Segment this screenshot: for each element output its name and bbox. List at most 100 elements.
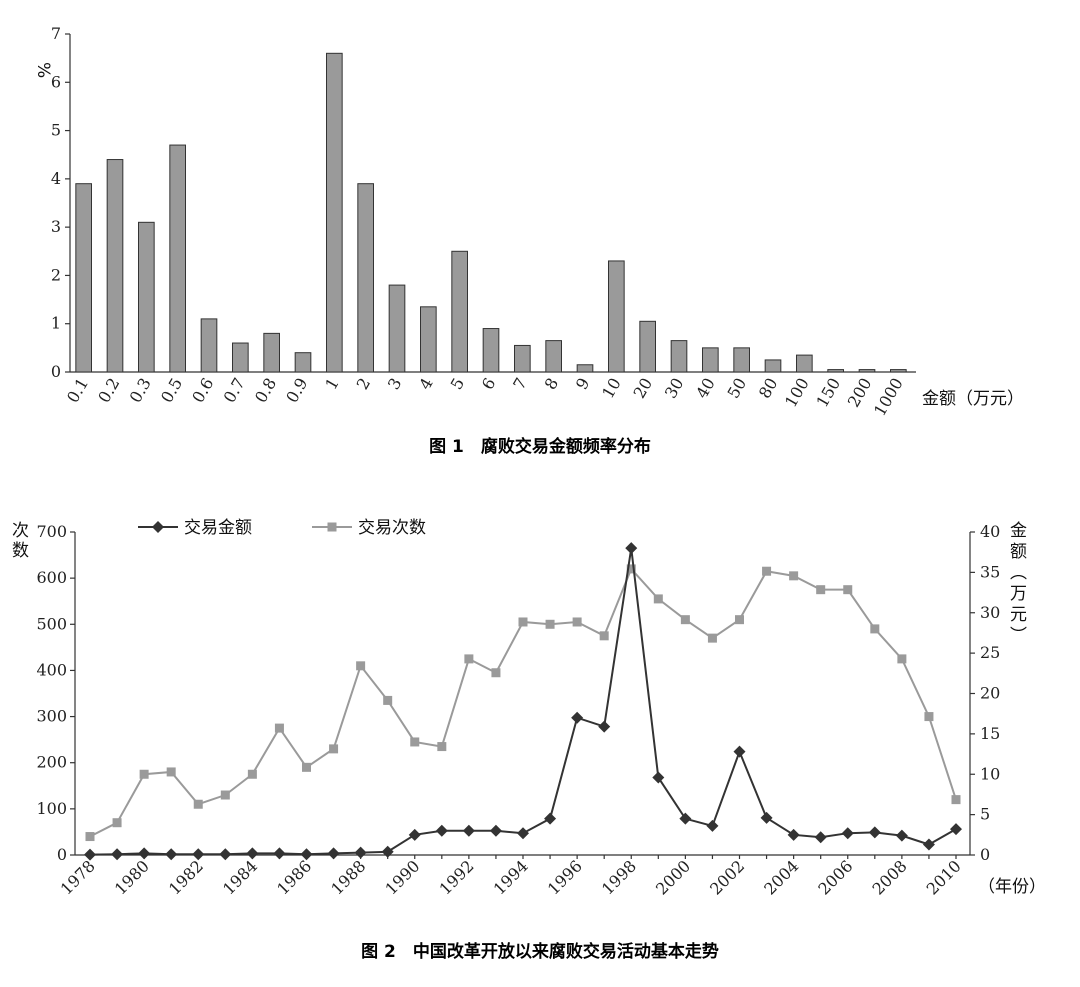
point-square	[85, 832, 95, 842]
line-chart-x-label: （年份）	[978, 877, 1046, 897]
bar	[200, 318, 218, 373]
bar-x-tick-label: 30	[661, 375, 688, 402]
point-square	[626, 564, 636, 574]
point-square	[870, 624, 880, 634]
bar-y-tick-label: 4	[51, 169, 61, 188]
point-diamond	[462, 824, 475, 837]
right-tick-label: 35	[980, 562, 1000, 581]
bar-chart-y-label: %	[33, 62, 53, 78]
bar-x-tick-label: 1	[321, 375, 343, 393]
point-square	[843, 585, 853, 595]
legend-marker-diamond	[152, 521, 164, 533]
left-tick-label: 400	[36, 660, 67, 679]
point-square	[464, 654, 474, 664]
point-diamond	[327, 847, 340, 860]
left-tick-label: 0	[57, 845, 67, 864]
bar-x-tick-label: 0.2	[94, 375, 123, 407]
left-tick-label: 500	[36, 614, 67, 633]
bar	[263, 332, 281, 373]
point-diamond	[760, 811, 773, 824]
x-tick-label: 1998	[598, 856, 640, 898]
right-label-glyph: 万	[1010, 584, 1027, 604]
bar-x-tick-label: 10	[598, 375, 625, 402]
bar	[75, 183, 93, 373]
x-tick-label: 1992	[435, 856, 477, 898]
point-diamond	[246, 847, 259, 860]
bar	[702, 347, 719, 373]
point-square	[139, 769, 149, 779]
point-diamond	[381, 845, 394, 858]
point-diamond	[273, 847, 286, 860]
point-diamond	[787, 828, 800, 841]
bar-x-tick-label: 0.1	[63, 375, 92, 407]
point-square	[897, 654, 907, 664]
point-square	[220, 790, 230, 800]
point-square	[193, 799, 203, 809]
point-square	[816, 585, 826, 595]
series-line-交易次数	[89, 567, 957, 838]
point-square	[653, 594, 663, 604]
x-tick-label: 2010	[923, 856, 965, 898]
bar-x-tick-label: 20	[629, 375, 656, 402]
bar-y-tick-label: 3	[51, 217, 61, 236]
bar	[576, 364, 594, 373]
bar	[420, 306, 437, 373]
bar-x-tick-label: 9	[572, 375, 594, 393]
right-label-glyph: ︶	[1010, 626, 1027, 646]
point-diamond	[868, 826, 881, 839]
point-square	[518, 617, 528, 627]
bar	[451, 250, 469, 373]
bar-x-tick-label: 0.9	[282, 375, 311, 407]
point-square	[274, 723, 284, 733]
point-square	[951, 795, 961, 805]
point-diamond	[138, 847, 151, 860]
line-chart-left-label: 次数	[12, 521, 29, 561]
point-diamond	[435, 824, 448, 837]
point-square	[302, 762, 311, 772]
point-square	[735, 615, 744, 625]
x-tick-label: 1984	[219, 856, 261, 898]
point-diamond	[84, 848, 96, 861]
point-diamond	[625, 542, 638, 555]
bar-chart-caption: 图 1 腐败交易金额频率分布	[429, 436, 651, 457]
bar	[482, 328, 500, 373]
point-square	[762, 566, 772, 576]
line-chart-trend: 次数 金额︵万元︶ （年份） 图 2 中国改革开放以来腐败交易活动基本走势 0 1…	[12, 518, 1046, 962]
left-tick-label: 100	[36, 799, 67, 818]
x-tick-label: 2008	[868, 856, 910, 898]
point-diamond	[706, 819, 719, 832]
x-tick-label: 1994	[490, 856, 532, 898]
bar-x-tick-label: 0.3	[126, 375, 155, 407]
point-square	[599, 631, 609, 641]
point-square	[437, 742, 447, 752]
point-diamond	[111, 848, 124, 861]
bar	[639, 320, 656, 373]
bar-x-tick-label: 0.6	[188, 375, 217, 407]
legend-label: 交易次数	[358, 518, 426, 538]
bar	[545, 340, 562, 373]
point-square	[924, 712, 934, 722]
point-diamond	[517, 827, 529, 840]
right-tick-label: 25	[980, 643, 1000, 662]
point-square	[680, 615, 690, 625]
point-diamond	[192, 848, 205, 861]
bar-chart-x-label: 金额（万元）	[922, 389, 1024, 409]
point-diamond	[922, 838, 935, 851]
x-tick-label: 1990	[381, 856, 423, 898]
bar	[294, 352, 312, 373]
point-diamond	[354, 846, 367, 859]
bar-x-tick-label: 4	[415, 375, 437, 393]
point-square	[329, 744, 339, 754]
bar	[514, 344, 531, 373]
x-tick-label: 1982	[165, 856, 207, 898]
point-square	[410, 737, 420, 747]
bar-x-tick-label: 100	[781, 375, 813, 411]
left-tick-label: 600	[36, 568, 67, 587]
point-diamond	[950, 823, 962, 836]
bar-x-tick-label: 6	[478, 375, 500, 393]
bar-y-tick-label: 5	[51, 121, 61, 140]
bar	[326, 52, 343, 373]
x-tick-label: 1980	[111, 856, 153, 898]
point-square	[572, 617, 582, 627]
